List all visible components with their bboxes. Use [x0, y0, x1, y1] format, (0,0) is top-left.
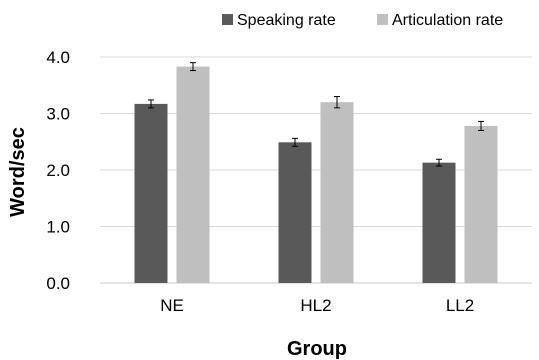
bar-hl2-articulation-rate — [320, 102, 354, 283]
y-tick-label: 2.0 — [46, 161, 70, 180]
y-tick-label: 4.0 — [46, 48, 70, 67]
error-bars — [148, 62, 484, 167]
bar-hl2-speaking-rate — [278, 142, 312, 283]
y-tick-label: 1.0 — [46, 218, 70, 237]
legend: Speaking rate Articulation rate — [222, 12, 503, 29]
gridlines — [100, 56, 532, 284]
bar-ll2-speaking-rate — [422, 162, 456, 283]
y-tick-label: 3.0 — [46, 105, 70, 124]
x-tick-label: LL2 — [446, 296, 474, 315]
x-axis-title: Group — [287, 338, 347, 360]
error-bar-hl2-speaking-rate — [292, 137, 298, 147]
error-bar-hl2-articulation-rate — [334, 96, 340, 109]
bar-ne-articulation-rate — [176, 66, 210, 283]
error-bar-ne-speaking-rate — [148, 99, 154, 109]
x-tick-label: NE — [160, 296, 184, 315]
y-axis-title: Word/sec — [7, 127, 29, 217]
error-bar-ne-articulation-rate — [190, 62, 196, 72]
legend-label-articulation-rate: Articulation rate — [392, 12, 503, 29]
legend-swatch-articulation-rate — [377, 14, 388, 25]
bar-ne-speaking-rate — [134, 103, 168, 284]
bars — [134, 66, 498, 284]
error-bar-ll2-speaking-rate — [436, 158, 442, 167]
x-tick-label: HL2 — [300, 296, 331, 315]
legend-label-speaking-rate: Speaking rate — [237, 12, 336, 29]
legend-swatch-speaking-rate — [222, 14, 233, 25]
y-tick-label: 0.0 — [46, 274, 70, 293]
bar-ll2-articulation-rate — [464, 125, 498, 284]
y-axis-ticks: 0.0 1.0 2.0 3.0 4.0 — [46, 48, 70, 293]
error-bar-ll2-articulation-rate — [478, 120, 484, 131]
x-axis-ticks: NE HL2 LL2 — [160, 296, 474, 315]
